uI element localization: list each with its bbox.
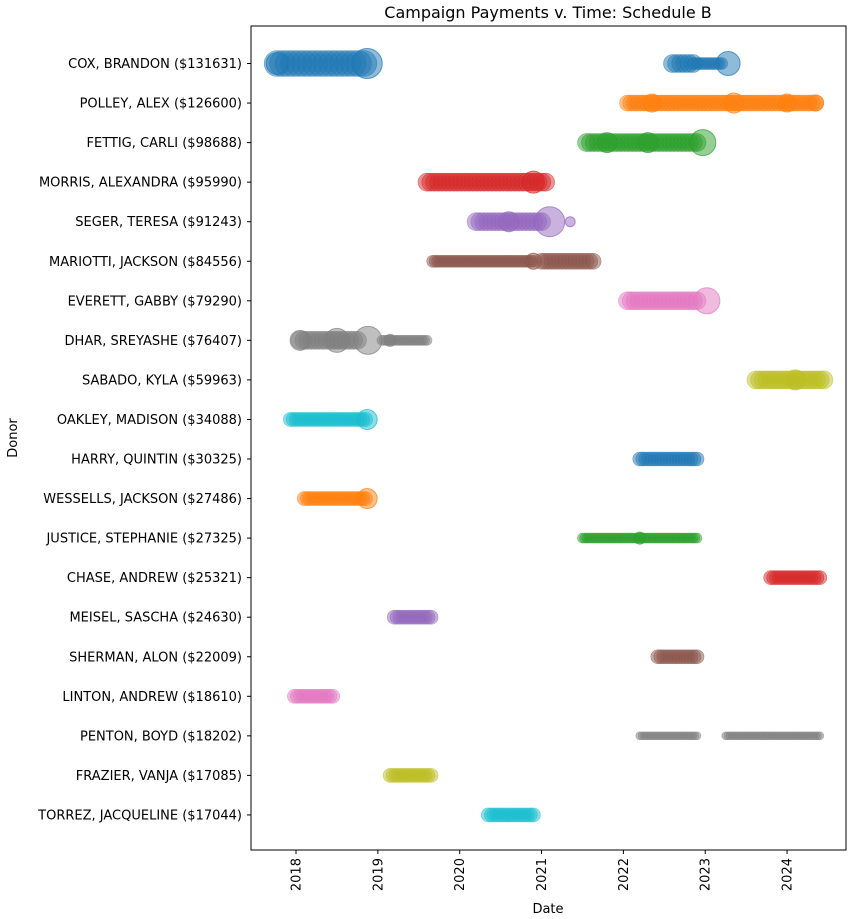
payment-point [423, 609, 439, 625]
y-tick-label: MARIOTTI, JACKSON ($84556) [49, 255, 242, 270]
payment-point-large [324, 327, 350, 353]
x-axis: 2018 2019 2020 2021 2022 2023 2024 [290, 850, 796, 891]
x-tick-label: 2022 [617, 858, 632, 891]
payment-point-large [777, 93, 797, 113]
donor-series [618, 287, 721, 315]
payment-point [421, 335, 433, 346]
y-axis-title: Donor [6, 418, 21, 458]
donor-series [417, 170, 555, 194]
y-axis: COX, BRANDON ($131631) POLLEY, ALEX ($126… [37, 57, 251, 823]
donor-series [746, 369, 834, 391]
payment-point-large [693, 287, 721, 315]
payment-point-large [534, 206, 566, 238]
y-tick-label: COX, BRANDON ($131631) [68, 57, 242, 72]
payment-point-large [498, 211, 520, 233]
payment-point-large [642, 93, 662, 113]
x-tick-label: 2018 [290, 858, 305, 891]
payment-point [691, 532, 703, 544]
payment-point-large [723, 92, 745, 114]
y-tick-label: MEISEL, SASCHA ($24630) [69, 611, 242, 626]
payment-point [815, 731, 825, 741]
y-tick-label: LINTON, ANDREW ($18610) [62, 690, 242, 705]
y-tick-label: CHASE, ANDREW ($25321) [67, 571, 242, 586]
donor-series [763, 570, 828, 585]
y-tick-label: HARRY, QUINTIN ($30325) [71, 453, 242, 468]
donor-series [382, 768, 439, 783]
donor-series [650, 649, 705, 665]
donor-series [577, 129, 717, 157]
donor-series [426, 252, 602, 270]
y-tick-label: POLLEY, ALEX ($126600) [80, 97, 242, 112]
y-tick-label: SEGER, TERESA ($91243) [75, 215, 242, 230]
y-tick-label: PENTON, BOYD ($18202) [80, 729, 242, 744]
donor-series [577, 531, 703, 545]
payment-point [812, 570, 828, 585]
payment-point-large [807, 94, 825, 112]
y-tick-label: JUSTICE, STEPHANIE ($27325) [45, 532, 242, 547]
y-tick-label: OAKLEY, MADISON ($34088) [57, 413, 242, 428]
donor-series [287, 688, 341, 704]
donor-series [282, 408, 378, 430]
payment-point-large [356, 488, 378, 510]
payment-point [423, 768, 439, 783]
payment-point [526, 807, 541, 823]
chart-title: Campaign Payments v. Time: Schedule B [384, 3, 711, 22]
payment-point-large [633, 531, 647, 545]
y-tick-label: FETTIG, CARLI ($98688) [87, 136, 243, 151]
y-tick-label: TORREZ, JACQUELINE ($17044) [37, 808, 242, 823]
y-tick-label: MORRIS, ALEXANDRA ($95990) [39, 176, 242, 191]
payment-point [692, 731, 702, 741]
payment-point-large [353, 325, 383, 355]
payment-point-large [637, 132, 659, 154]
y-tick-label: WESSELLS, JACKSON ($27486) [43, 492, 242, 507]
payment-point-large [521, 170, 545, 194]
donor-series [480, 807, 541, 823]
donor-series [466, 206, 576, 238]
plot-area-frame [250, 25, 847, 851]
payment-point [814, 370, 834, 390]
y-tick-label: DHAR, SREYASHE ($76407) [65, 334, 242, 349]
payment-point-large [351, 48, 383, 79]
payment-point [325, 688, 341, 704]
payment-point-large [289, 329, 311, 351]
donor-series [632, 451, 705, 467]
x-axis-title: Date [532, 902, 563, 917]
donor-series [619, 92, 825, 114]
payment-point [689, 649, 705, 665]
x-tick-label: 2021 [535, 858, 550, 891]
donor-series [386, 609, 439, 625]
payment-point-large [596, 132, 618, 154]
payment-point-large [524, 252, 542, 270]
donor-series [263, 48, 741, 79]
payment-point-large [784, 369, 806, 391]
x-tick-label: 2023 [699, 858, 714, 891]
donor-series [289, 325, 433, 355]
payment-point-large [689, 129, 717, 157]
donor-series [635, 731, 825, 741]
y-tick-label: EVERETT, GABBY ($79290) [68, 294, 242, 309]
y-tick-label: SHERMAN, ALON ($22009) [69, 650, 242, 665]
y-tick-label: FRAZIER, VANJA ($17085) [76, 769, 242, 784]
x-tick-label: 2019 [371, 858, 386, 891]
payment-point [689, 451, 705, 467]
payment-point-large [356, 408, 378, 430]
payment-point [584, 252, 602, 270]
x-tick-label: 2020 [453, 858, 468, 891]
x-tick-label: 2024 [781, 858, 796, 891]
y-tick-label: SABADO, KYLA ($59963) [82, 373, 242, 388]
donor-series [296, 488, 378, 510]
payment-point-large [564, 216, 576, 228]
plot-marks [263, 48, 834, 823]
payment-point-large [383, 333, 397, 347]
payment-point-large [265, 52, 289, 75]
payment-point-large [715, 51, 741, 76]
